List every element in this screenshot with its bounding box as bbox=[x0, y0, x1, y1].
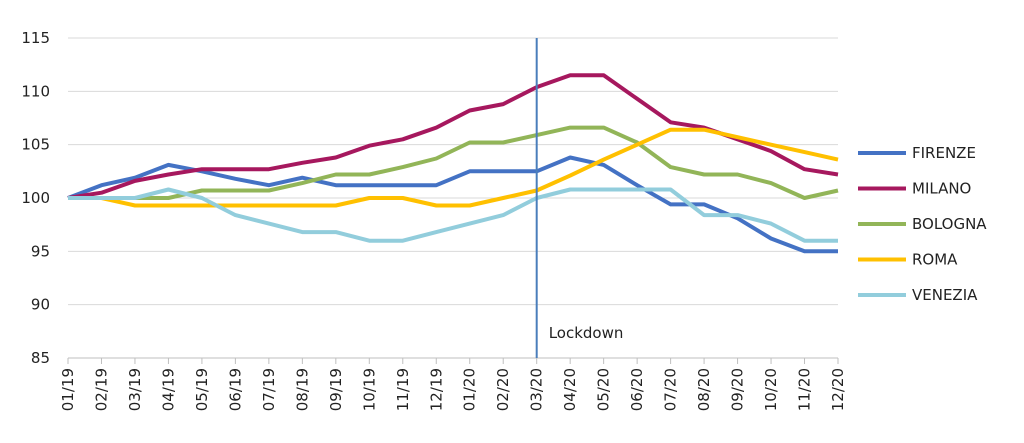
y-tick-label: 95 bbox=[31, 242, 50, 260]
y-tick-label: 105 bbox=[21, 136, 50, 154]
x-tick-label: 07/19 bbox=[260, 368, 278, 411]
series-line-venezia bbox=[68, 187, 838, 243]
y-tick-label: 85 bbox=[31, 349, 50, 367]
legend-item-bologna: BOLOGNA bbox=[858, 215, 987, 233]
legend-label: BOLOGNA bbox=[912, 215, 987, 233]
x-tick-label: 08/20 bbox=[695, 368, 713, 411]
y-tick-label: 90 bbox=[31, 296, 50, 314]
x-tick-label: 09/20 bbox=[729, 368, 747, 411]
legend-label: MILANO bbox=[912, 180, 971, 198]
x-tick-label: 07/20 bbox=[662, 368, 680, 411]
x-tick-label: 04/20 bbox=[561, 368, 579, 411]
y-tick-label: 100 bbox=[21, 189, 50, 207]
legend-item-milano: MILANO bbox=[858, 180, 971, 198]
legend-item-firenze: FIRENZE bbox=[858, 144, 976, 162]
legend-label: FIRENZE bbox=[912, 144, 976, 162]
x-tick-label: 12/19 bbox=[427, 368, 445, 411]
x-tick-label: 04/19 bbox=[159, 368, 177, 411]
annotation-layer: Lockdown bbox=[535, 38, 624, 358]
x-tick-label: 08/19 bbox=[293, 368, 311, 411]
x-tick-label: 12/20 bbox=[829, 368, 847, 411]
series-layer bbox=[67, 73, 839, 254]
x-tick-label: 09/19 bbox=[327, 368, 345, 411]
x-tick-label: 01/19 bbox=[59, 368, 77, 411]
x-tick-label: 03/19 bbox=[126, 368, 144, 411]
legend-label: VENEZIA bbox=[912, 286, 978, 304]
axis-layer: 85 90 95 100 105 110 115 01/19 02/19 03/19 04/19 05… bbox=[21, 29, 847, 411]
series-line-roma bbox=[68, 127, 839, 208]
legend-item-venezia: VENEZIA bbox=[858, 286, 978, 304]
x-tick-label: 05/20 bbox=[595, 368, 613, 411]
x-tick-label: 02/20 bbox=[494, 368, 512, 411]
x-tick-label: 10/19 bbox=[360, 368, 378, 411]
lockdown-label: Lockdown bbox=[549, 324, 624, 342]
series-line-bologna bbox=[68, 125, 839, 200]
legend-label: ROMA bbox=[912, 251, 958, 269]
x-tick-label: 01/20 bbox=[461, 368, 479, 411]
y-tick-label: 110 bbox=[21, 82, 50, 100]
x-tick-label: 11/19 bbox=[394, 368, 412, 411]
x-tick-label: 06/20 bbox=[628, 368, 646, 411]
x-tick-label: 03/20 bbox=[528, 368, 546, 411]
x-tick-label: 02/19 bbox=[92, 368, 110, 411]
x-tick-label: 11/20 bbox=[796, 368, 814, 411]
y-tick-label: 115 bbox=[21, 29, 50, 47]
legend-item-roma: ROMA bbox=[858, 251, 958, 269]
x-tick-label: 06/19 bbox=[226, 368, 244, 411]
x-tick-label: 05/19 bbox=[193, 368, 211, 411]
x-tick-label: 10/20 bbox=[762, 368, 780, 411]
legend: FIRENZE MILANO BOLOGNA ROMA VENEZIA bbox=[858, 144, 987, 304]
